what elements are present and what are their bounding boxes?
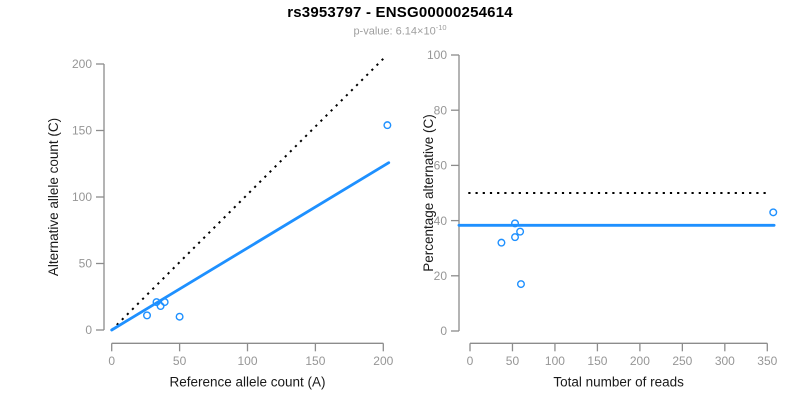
data-point [160, 298, 169, 307]
y-tick-label: 80 [434, 103, 448, 117]
x-tick-label: 150 [305, 354, 325, 368]
y-tick-label: 150 [72, 124, 92, 138]
y-tick-label: 0 [440, 324, 447, 338]
data-point [497, 238, 506, 247]
data-point [516, 227, 525, 236]
y-tick-label: 200 [72, 57, 92, 71]
x-axis-title: Reference allele count (A) [169, 374, 325, 389]
data-point [175, 312, 184, 321]
x-tick-label: 200 [630, 354, 650, 368]
fit-line [110, 161, 391, 332]
x-tick-label: 50 [506, 354, 520, 368]
data-point [152, 298, 161, 307]
y-tick-label: 100 [427, 48, 447, 62]
left-scatter-plot: 0 50 100 150 200 0 50 100 150 200 Reference allele… [46, 55, 394, 389]
identity-line [110, 55, 387, 331]
right-scatter-plot: 0 20 40 60 80 100 0 50 100 150 200 250 300 350 Total n… [421, 48, 778, 389]
data-point [516, 280, 525, 289]
data-point [769, 208, 778, 217]
x-tick-label: 50 [173, 354, 187, 368]
x-tick-label: 200 [373, 354, 393, 368]
x-tick-label: 0 [108, 354, 115, 368]
x-tick-label: 300 [715, 354, 735, 368]
data-point [383, 121, 392, 130]
x-tick-label: 100 [545, 354, 565, 368]
pvalue-exponent: -10 [435, 23, 447, 32]
x-axis-title: Total number of reads [553, 374, 684, 389]
data-point [511, 233, 520, 242]
y-tick-label: 40 [434, 214, 448, 228]
x-tick-label: 100 [237, 354, 257, 368]
y-axis-title: Percentage alternative (C) [421, 114, 436, 272]
figure-pvalue: p-value: 6.14×10-10 [0, 23, 800, 38]
x-tick-label: 0 [467, 354, 474, 368]
y-tick-label: 0 [85, 323, 92, 337]
x-tick-label: 150 [587, 354, 607, 368]
data-point [143, 311, 152, 320]
y-axis-title: Alternative allele count (C) [46, 118, 61, 276]
figure-header: rs3953797 - ENSG00000254614 p-value: 6.1… [0, 4, 800, 38]
y-tick-label: 60 [434, 159, 448, 173]
y-tick-label: 20 [434, 269, 448, 283]
data-point [511, 219, 520, 228]
pvalue-text: p-value: 6.14×10 [353, 25, 436, 38]
data-point [156, 302, 165, 311]
y-tick-label: 50 [79, 257, 93, 271]
x-tick-label: 250 [672, 354, 692, 368]
y-tick-label: 100 [72, 190, 92, 204]
figure-title: rs3953797 - ENSG00000254614 [287, 4, 513, 21]
x-tick-label: 350 [757, 354, 777, 368]
